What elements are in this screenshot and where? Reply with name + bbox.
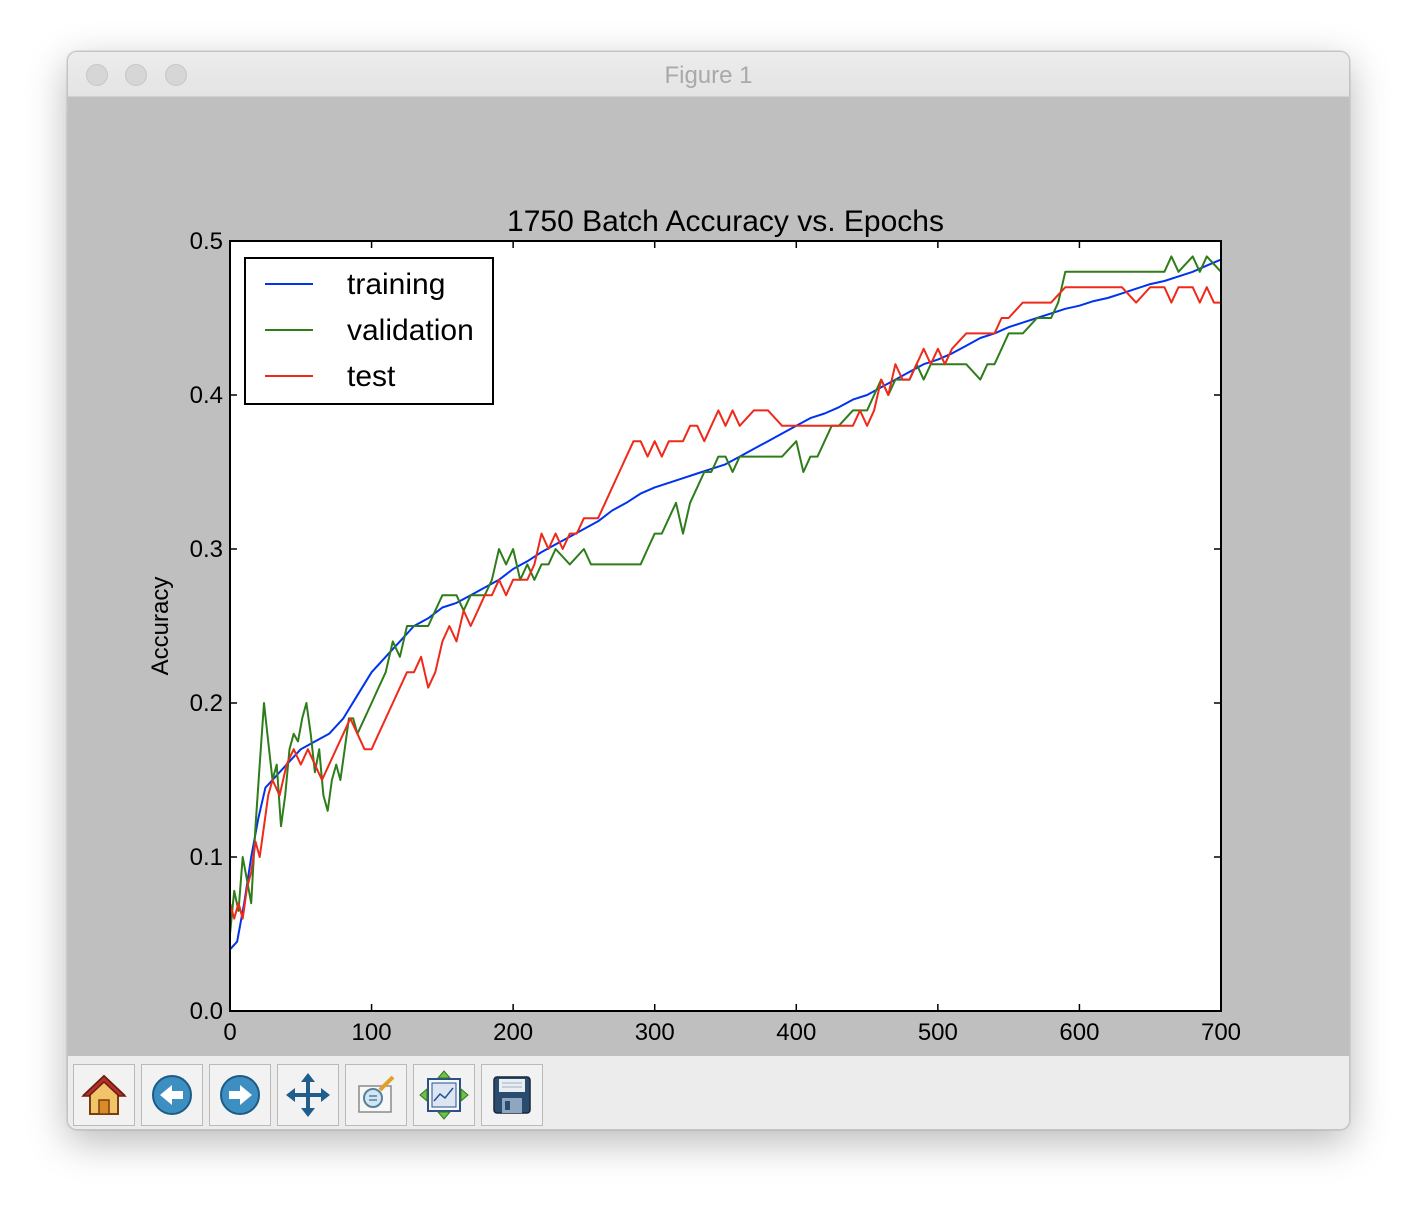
save-button[interactable] [481, 1064, 543, 1126]
x-tick-label: 700 [1201, 1019, 1241, 1046]
y-tick-label: 0.5 [190, 228, 223, 255]
navigation-toolbar [68, 1056, 1349, 1129]
series-line-validation [230, 255, 1221, 935]
floppy-disk-icon [493, 1076, 531, 1114]
y-tick-label: 0.2 [190, 690, 223, 717]
close-window-button[interactable] [86, 64, 108, 86]
y-axis-label: Accuracy [147, 577, 174, 676]
home-button[interactable] [73, 1064, 135, 1126]
title-bar: Figure 1 [68, 52, 1349, 97]
axes-frame [229, 240, 1222, 1012]
legend-label-training: training [347, 268, 445, 301]
pan-move-icon [286, 1073, 330, 1117]
window-title: Figure 1 [664, 62, 753, 89]
pan-button[interactable] [277, 1064, 339, 1126]
x-tick-label: 100 [352, 1019, 392, 1046]
configure-subplots-button[interactable] [413, 1064, 475, 1126]
legend-label-test: test [347, 360, 396, 393]
x-axis-label: Epochs [685, 1054, 765, 1056]
forward-arrow-icon [220, 1075, 260, 1115]
x-tick-label: 600 [1059, 1019, 1099, 1046]
x-tick-label: 0 [223, 1019, 236, 1046]
legend-label-validation: validation [347, 314, 474, 347]
chart-svg: 0 100 200 300 400 500 600 700 0.0 0.1 0.2 0.3 0.4 0.5… [147, 205, 1241, 1056]
zoom-window-button[interactable] [165, 64, 187, 86]
x-tick-label: 300 [635, 1019, 675, 1046]
series-line-test [230, 286, 1221, 920]
x-tick-label: 500 [918, 1019, 958, 1046]
figure-canvas: 0 100 200 300 400 500 600 700 0.0 0.1 0.2 0.3 0.4 0.5… [68, 97, 1349, 1056]
zoom-button[interactable] [345, 1064, 407, 1126]
back-arrow-icon [152, 1075, 192, 1115]
zoom-rect-icon [358, 1075, 395, 1113]
y-tick-label: 0.3 [190, 536, 223, 563]
x-tick-label: 400 [776, 1019, 816, 1046]
home-icon [81, 1074, 127, 1115]
subplots-icon [419, 1070, 469, 1120]
forward-button[interactable] [209, 1064, 271, 1126]
y-tick-label: 0.0 [190, 998, 223, 1025]
y-tick-label: 0.1 [190, 844, 223, 871]
chart-title: 1750 Batch Accuracy vs. Epochs [507, 205, 944, 238]
x-tick-label: 200 [493, 1019, 533, 1046]
figure-window: Figure 1 0 100 200 300 400 500 600 700 0.0 0.1 0.2… [67, 51, 1350, 1130]
minimize-window-button[interactable] [125, 64, 147, 86]
back-button[interactable] [141, 1064, 203, 1126]
y-tick-label: 0.4 [190, 382, 223, 409]
